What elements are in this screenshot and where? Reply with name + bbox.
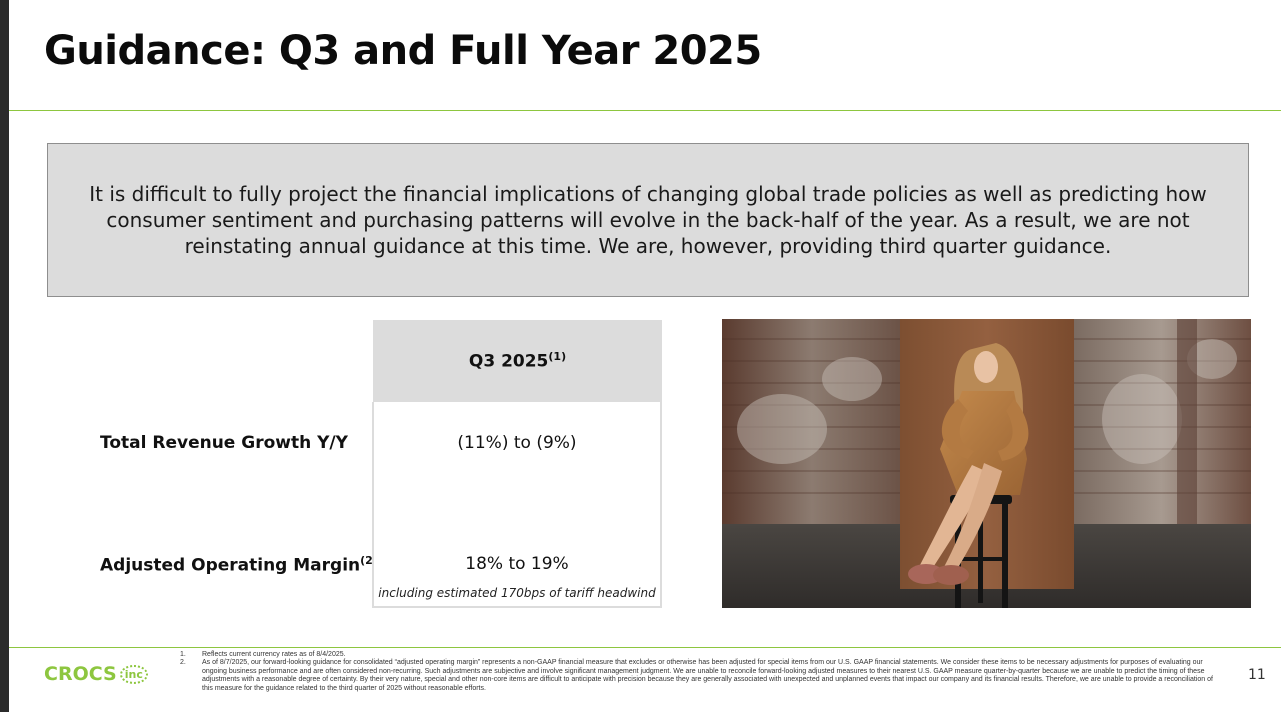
row-label-text: Adjusted Operating Margin	[100, 555, 361, 576]
footnote-text: As of 8/7/2025, our forward-looking guid…	[202, 659, 1213, 692]
revenue-growth-value: (11%) to (9%)	[457, 433, 577, 453]
operating-margin-value: 18% to 19%	[465, 554, 569, 574]
footnote-ref: (1)	[548, 350, 567, 364]
tariff-note: including estimated 170bps of tariff hea…	[378, 586, 656, 600]
footnote-text: Reflects current currency rates as of 8/…	[202, 651, 346, 658]
footnote-number: 2.	[180, 659, 186, 667]
table-body	[372, 402, 662, 608]
row-label-text: Total Revenue Growth Y/Y	[100, 433, 348, 453]
crocs-logo: CROCS inc	[44, 663, 148, 685]
footnote-item: 2. As of 8/7/2025, our forward-looking g…	[180, 659, 1220, 693]
footnotes: 1. Reflects current currency rates as of…	[180, 651, 1220, 693]
column-header: Q3 2025(1)	[469, 350, 566, 372]
left-edge-bar	[0, 0, 9, 712]
footnote-item: 1. Reflects current currency rates as of…	[180, 651, 1220, 659]
column-header-text: Q3 2025	[468, 351, 549, 372]
callout-text: It is difficult to fully project the fin…	[89, 182, 1207, 258]
logo-text: CROCS	[44, 663, 117, 685]
footer-divider	[9, 647, 1281, 648]
row-label-revenue: Total Revenue Growth Y/Y	[100, 433, 348, 453]
page-title: Guidance: Q3 and Full Year 2025	[44, 28, 762, 74]
table-header-q3: Q3 2025(1)	[373, 320, 662, 402]
row-label-margin: Adjusted Operating Margin(2)	[100, 554, 378, 576]
title-divider	[9, 110, 1281, 111]
model-photo	[722, 319, 1251, 608]
page-number: 11	[1248, 667, 1266, 683]
logo-badge: inc	[119, 664, 148, 684]
footnote-number: 1.	[180, 651, 186, 658]
guidance-callout-box: It is difficult to fully project the fin…	[47, 143, 1249, 297]
